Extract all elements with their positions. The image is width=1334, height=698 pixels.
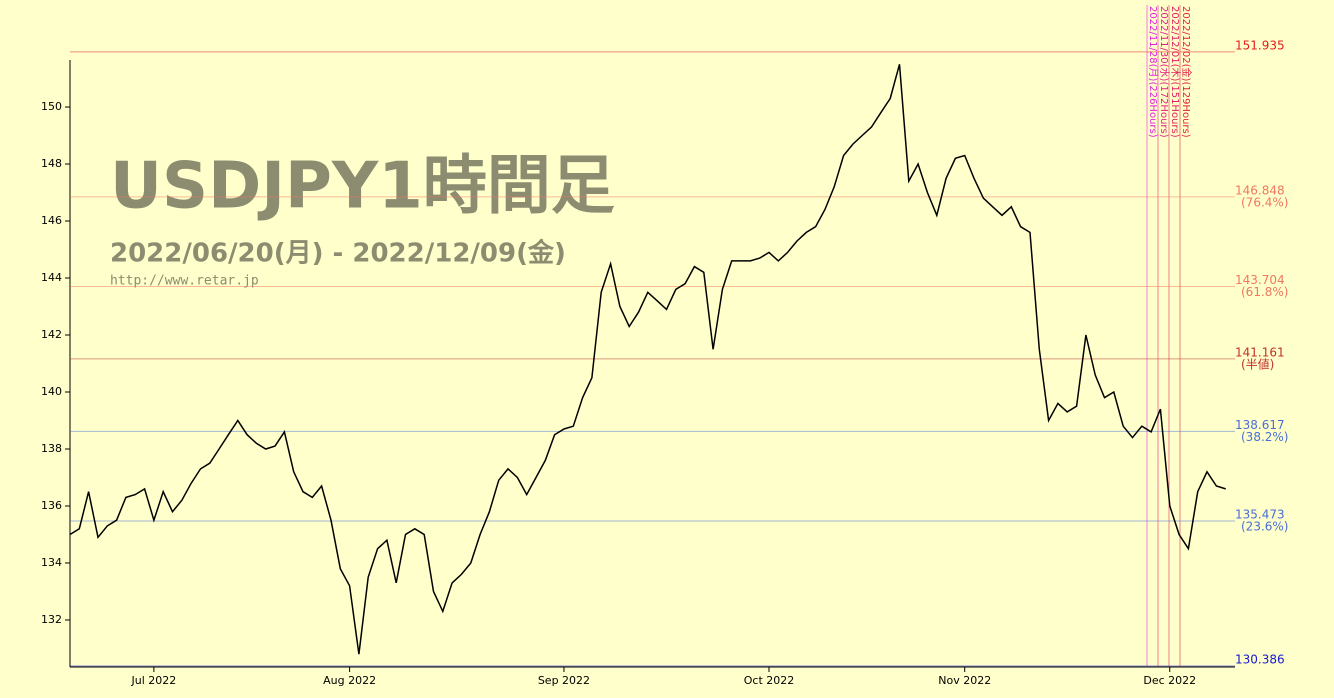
chart-title: USDJPY1時間足 xyxy=(110,150,615,224)
level-value: 151.935 xyxy=(1235,38,1285,52)
y-tick-label: 150 xyxy=(41,100,62,113)
y-tick-label: 138 xyxy=(41,442,62,455)
x-tick-label: Jul 2022 xyxy=(130,674,176,687)
chart-subtitle: 2022/06/20(月) - 2022/12/09(金) xyxy=(110,238,566,269)
x-tick-label: Sep 2022 xyxy=(538,674,590,687)
level-value: 141.161 xyxy=(1235,345,1285,359)
source: http://www.retar.jp xyxy=(110,274,259,289)
x-tick-label: Dec 2022 xyxy=(1143,674,1196,687)
x-tick-label: Oct 2022 xyxy=(744,674,795,687)
time-marker-label: 2022/12/01(木)(151Hours) xyxy=(1169,6,1181,138)
y-tick-label: 142 xyxy=(41,328,62,341)
level-note: (23.6%) xyxy=(1241,520,1288,534)
level-value: 146.848 xyxy=(1235,183,1285,197)
y-tick-label: 132 xyxy=(41,613,62,626)
y-tick-label: 136 xyxy=(41,499,62,512)
x-tick-label: Aug 2022 xyxy=(323,674,376,687)
level-note: (76.4%) xyxy=(1241,195,1288,209)
time-marker-label: 2022/12/02(金)(129Hours) xyxy=(1180,6,1193,138)
y-tick-label: 134 xyxy=(41,556,62,569)
price-line xyxy=(69,64,1226,655)
level-note: (38.2%) xyxy=(1241,430,1288,444)
time-marker-label: 2022/11/28(月)(226Hours) xyxy=(1147,6,1159,138)
y-tick-label: 140 xyxy=(41,385,62,398)
level-value: 135.473 xyxy=(1235,508,1285,522)
y-tick-label: 146 xyxy=(41,214,62,227)
y-tick-label: 144 xyxy=(41,271,62,284)
level-value: 130.386 xyxy=(1235,652,1285,666)
level-value: 138.617 xyxy=(1235,418,1285,432)
time-marker-label: 2022/11/30(水)(172Hours) xyxy=(1158,6,1170,138)
level-note: (半値) xyxy=(1241,356,1274,371)
level-value: 143.704 xyxy=(1235,273,1285,287)
x-tick-label: Nov 2022 xyxy=(938,674,991,687)
level-note: (61.8%) xyxy=(1241,285,1288,299)
y-tick-label: 148 xyxy=(41,157,62,170)
